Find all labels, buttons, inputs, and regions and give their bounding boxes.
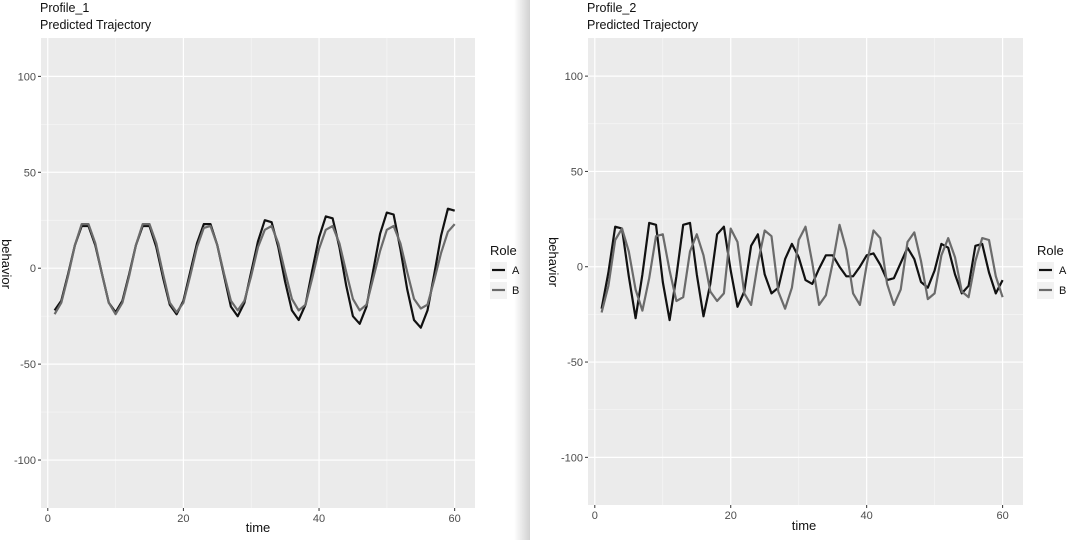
chart-title: Profile_2 bbox=[587, 1, 636, 15]
y-tick-labels: -100 -50 0 50 100 bbox=[561, 71, 588, 464]
chart-subtitle: Predicted Trajectory bbox=[587, 18, 699, 32]
legend-label-B: B bbox=[1059, 285, 1066, 297]
legend-label-B: B bbox=[512, 285, 519, 297]
y-tick-label: 50 bbox=[571, 166, 583, 178]
y-tick-label: -100 bbox=[561, 452, 583, 464]
legend-label-A: A bbox=[512, 265, 520, 277]
series-lines bbox=[600, 221, 1004, 322]
profile-1-chart: Profile_1 Predicted Trajectory -100 -50 0 5… bbox=[0, 1, 520, 535]
y-axis-label: behavior bbox=[0, 239, 14, 290]
x-axis-label: time bbox=[792, 518, 817, 533]
chart-subtitle: Predicted Trajectory bbox=[40, 18, 152, 32]
series-line-B bbox=[53, 223, 456, 316]
x-tick-label: 40 bbox=[861, 510, 873, 522]
legend-title: Role bbox=[1037, 243, 1064, 258]
gridlines bbox=[41, 38, 475, 508]
x-tick-label: 20 bbox=[177, 513, 189, 525]
legend-title: Role bbox=[490, 243, 517, 258]
series-line-B bbox=[600, 223, 1004, 313]
x-tick-label: 40 bbox=[313, 513, 325, 525]
x-tick-label: 60 bbox=[996, 510, 1008, 522]
y-tick-label: -50 bbox=[567, 357, 583, 369]
x-axis-label: time bbox=[246, 520, 271, 535]
legend-label-A: A bbox=[1059, 265, 1067, 277]
panel-separator bbox=[514, 0, 530, 540]
x-tick-label: 20 bbox=[725, 510, 737, 522]
x-tick-label: 0 bbox=[592, 510, 598, 522]
series-lines bbox=[53, 207, 456, 329]
plot-panel bbox=[41, 38, 475, 508]
y-tick-label: 100 bbox=[565, 71, 583, 83]
x-tick-label: 60 bbox=[449, 513, 461, 525]
legend: Role AB bbox=[1037, 243, 1067, 299]
y-tick-label: -50 bbox=[20, 359, 36, 371]
y-tick-label: -100 bbox=[14, 455, 36, 467]
y-tick-label: 100 bbox=[18, 71, 36, 83]
legend: Role AB bbox=[490, 243, 520, 299]
chart-title: Profile_1 bbox=[40, 1, 89, 15]
x-tick-label: 0 bbox=[45, 513, 51, 525]
y-tick-label: 50 bbox=[24, 167, 36, 179]
profile-2-chart: Profile_2 Predicted Trajectory -100 -50 0 5… bbox=[546, 1, 1067, 533]
series-line-A bbox=[600, 221, 1004, 322]
y-tick-labels: -100 -50 0 50 100 bbox=[14, 71, 41, 467]
x-tick-labels: 0 20 40 60 bbox=[45, 508, 461, 525]
y-axis-label: behavior bbox=[546, 237, 561, 288]
y-tick-label: 0 bbox=[30, 263, 36, 275]
x-tick-labels: 0 20 40 60 bbox=[592, 505, 1009, 522]
y-tick-label: 0 bbox=[577, 262, 583, 274]
